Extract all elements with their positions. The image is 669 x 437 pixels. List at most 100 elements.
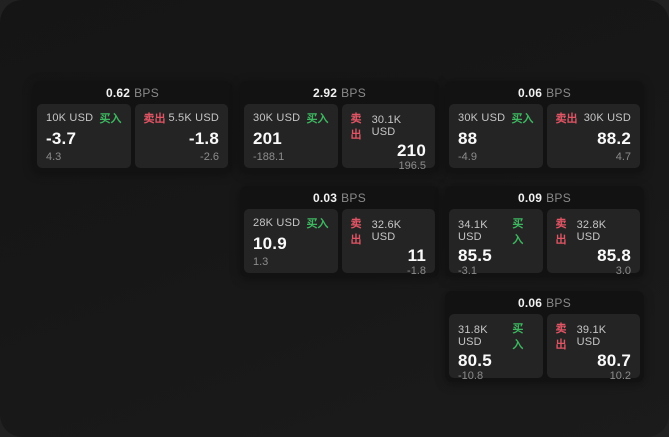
bps-unit: BPS [134, 85, 160, 100]
buy-delta: -3.1 [458, 265, 477, 277]
bps-unit: BPS [341, 85, 367, 100]
quote-tiles: 28K USD 买入 10.9 1.3 卖出 32.6K USD 11 -1.8 [244, 209, 435, 277]
bps-value: 0.62 [105, 85, 131, 100]
sell-side-label: 卖出 [555, 218, 567, 246]
buy-notional: 30K USD [253, 112, 301, 124]
buy-tile-header: 28K USD 买入 [253, 215, 329, 231]
sell-price: 88.2 [597, 128, 631, 148]
sell-notional: 5.5K USD [168, 112, 219, 124]
buy-delta: -188.1 [253, 151, 285, 163]
bps-unit: BPS [546, 295, 572, 310]
buy-price: 88 [458, 128, 478, 148]
buy-side-label: 买入 [306, 218, 329, 230]
buy-notional: 31.8K USD [458, 324, 488, 348]
quote-tiles: 10K USD 买入 -3.7 4.3 卖出 5.5K USD -1.8 -2.… [37, 104, 228, 168]
bps-header: 0.03 BPS [244, 186, 435, 209]
sell-delta: 196.5 [398, 160, 426, 172]
sell-delta: -2.6 [200, 151, 219, 163]
sell-notional: 39.1K USD [576, 324, 607, 348]
buy-side-label: 买入 [512, 323, 524, 351]
sell-delta: 4.7 [615, 151, 631, 163]
sell-side-label: 卖出 [350, 113, 362, 141]
bps-header: 2.92 BPS [244, 81, 435, 104]
buy-notional: 28K USD [253, 217, 301, 229]
sell-side-label: 卖出 [350, 218, 362, 246]
buy-tile-header: 31.8K USD 买入 [458, 320, 534, 352]
buy-notional: 30K USD [458, 112, 506, 124]
sell-notional: 30.1K USD [371, 114, 402, 138]
sell-notional: 30K USD [583, 112, 631, 124]
sell-tile-header: 卖出 30K USD [556, 110, 632, 126]
sell-tile-header: 卖出 30.1K USD [351, 110, 427, 142]
buy-side-label: 买入 [99, 113, 122, 125]
buy-side-label: 买入 [512, 218, 524, 246]
bps-value: 0.06 [517, 85, 543, 100]
buy-notional: 10K USD [46, 112, 94, 124]
buy-quote-tile[interactable]: 30K USD 买入 201 -188.1 [244, 104, 338, 168]
quote-tiles: 30K USD 买入 88 -4.9 卖出 30K USD 88.2 4.7 [449, 104, 640, 168]
buy-quote-tile[interactable]: 10K USD 买入 -3.7 4.3 [37, 104, 131, 168]
buy-notional: 34.1K USD [458, 219, 488, 243]
bps-value: 0.09 [517, 190, 543, 205]
sell-side-label: 卖出 [555, 323, 567, 351]
buy-quote-tile[interactable]: 28K USD 买入 10.9 1.3 [244, 209, 338, 273]
sell-quote-tile[interactable]: 卖出 30.1K USD 210 196.5 [341, 104, 435, 172]
buy-delta: -4.9 [458, 151, 477, 163]
sell-tile-header: 卖出 39.1K USD [556, 320, 632, 352]
sell-price: 210 [397, 141, 426, 160]
sell-quote-tile[interactable]: 卖出 30K USD 88.2 4.7 [546, 104, 640, 168]
bps-unit: BPS [546, 190, 572, 205]
sell-side-label: 卖出 [143, 113, 166, 125]
bps-header: 0.06 BPS [449, 291, 640, 314]
bps-header: 0.09 BPS [449, 186, 640, 209]
sell-tile-header: 卖出 32.6K USD [351, 215, 427, 247]
buy-price: -3.7 [46, 128, 77, 148]
buy-quote-tile[interactable]: 31.8K USD 买入 80.5 -10.8 [449, 314, 543, 382]
bps-unit: BPS [546, 85, 572, 100]
sell-tile-header: 卖出 5.5K USD [144, 110, 220, 126]
quote-card-3: 0.06 BPS 30K USD 买入 88 -4.9 卖出 30K USD 8… [445, 81, 644, 172]
sell-delta: -1.8 [407, 265, 426, 277]
bps-header: 0.62 BPS [37, 81, 228, 104]
sell-notional: 32.8K USD [576, 219, 607, 243]
quote-card-6: 0.06 BPS 31.8K USD 买入 80.5 -10.8 卖出 39.1… [445, 291, 644, 382]
quote-card-2: 2.92 BPS 30K USD 买入 201 -188.1 卖出 30.1K … [240, 81, 439, 172]
buy-price: 80.5 [458, 351, 492, 370]
sell-price: 11 [407, 246, 426, 265]
buy-quote-tile[interactable]: 34.1K USD 买入 85.5 -3.1 [449, 209, 543, 277]
buy-tile-header: 10K USD 买入 [46, 110, 122, 126]
buy-side-label: 买入 [306, 113, 329, 125]
buy-price: 201 [253, 128, 282, 148]
bps-value: 2.92 [312, 85, 338, 100]
buy-price: 10.9 [253, 233, 287, 253]
buy-delta: 4.3 [46, 151, 62, 163]
sell-notional: 32.6K USD [371, 219, 402, 243]
buy-tile-header: 30K USD 买入 [458, 110, 534, 126]
sell-quote-tile[interactable]: 卖出 39.1K USD 80.7 10.2 [546, 314, 640, 382]
quote-card-1: 0.62 BPS 10K USD 买入 -3.7 4.3 卖出 5.5K USD… [33, 81, 232, 172]
sell-price: 85.8 [597, 246, 631, 265]
bps-value: 0.06 [517, 295, 543, 310]
sell-delta: 10.2 [609, 370, 631, 382]
buy-quote-tile[interactable]: 30K USD 买入 88 -4.9 [449, 104, 543, 168]
sell-price: 80.7 [597, 351, 631, 370]
buy-tile-header: 30K USD 买入 [253, 110, 329, 126]
quote-card-4: 0.03 BPS 28K USD 买入 10.9 1.3 卖出 32.6K US… [240, 186, 439, 277]
sell-delta: 3.0 [615, 265, 631, 277]
buy-tile-header: 34.1K USD 买入 [458, 215, 534, 247]
quote-tiles: 30K USD 买入 201 -188.1 卖出 30.1K USD 210 1… [244, 104, 435, 172]
sell-side-label: 卖出 [555, 113, 578, 125]
buy-delta: 1.3 [253, 256, 269, 268]
sell-tile-header: 卖出 32.8K USD [556, 215, 632, 247]
sell-price: -1.8 [188, 128, 219, 148]
buy-delta: -10.8 [458, 370, 484, 382]
sell-quote-tile[interactable]: 卖出 5.5K USD -1.8 -2.6 [134, 104, 228, 168]
quote-tiles: 34.1K USD 买入 85.5 -3.1 卖出 32.8K USD 85.8… [449, 209, 640, 277]
buy-side-label: 买入 [511, 113, 534, 125]
quote-card-5: 0.09 BPS 34.1K USD 买入 85.5 -3.1 卖出 32.8K… [445, 186, 644, 277]
bps-value: 0.03 [312, 190, 338, 205]
bps-unit: BPS [341, 190, 367, 205]
sell-quote-tile[interactable]: 卖出 32.6K USD 11 -1.8 [341, 209, 435, 277]
sell-quote-tile[interactable]: 卖出 32.8K USD 85.8 3.0 [546, 209, 640, 277]
